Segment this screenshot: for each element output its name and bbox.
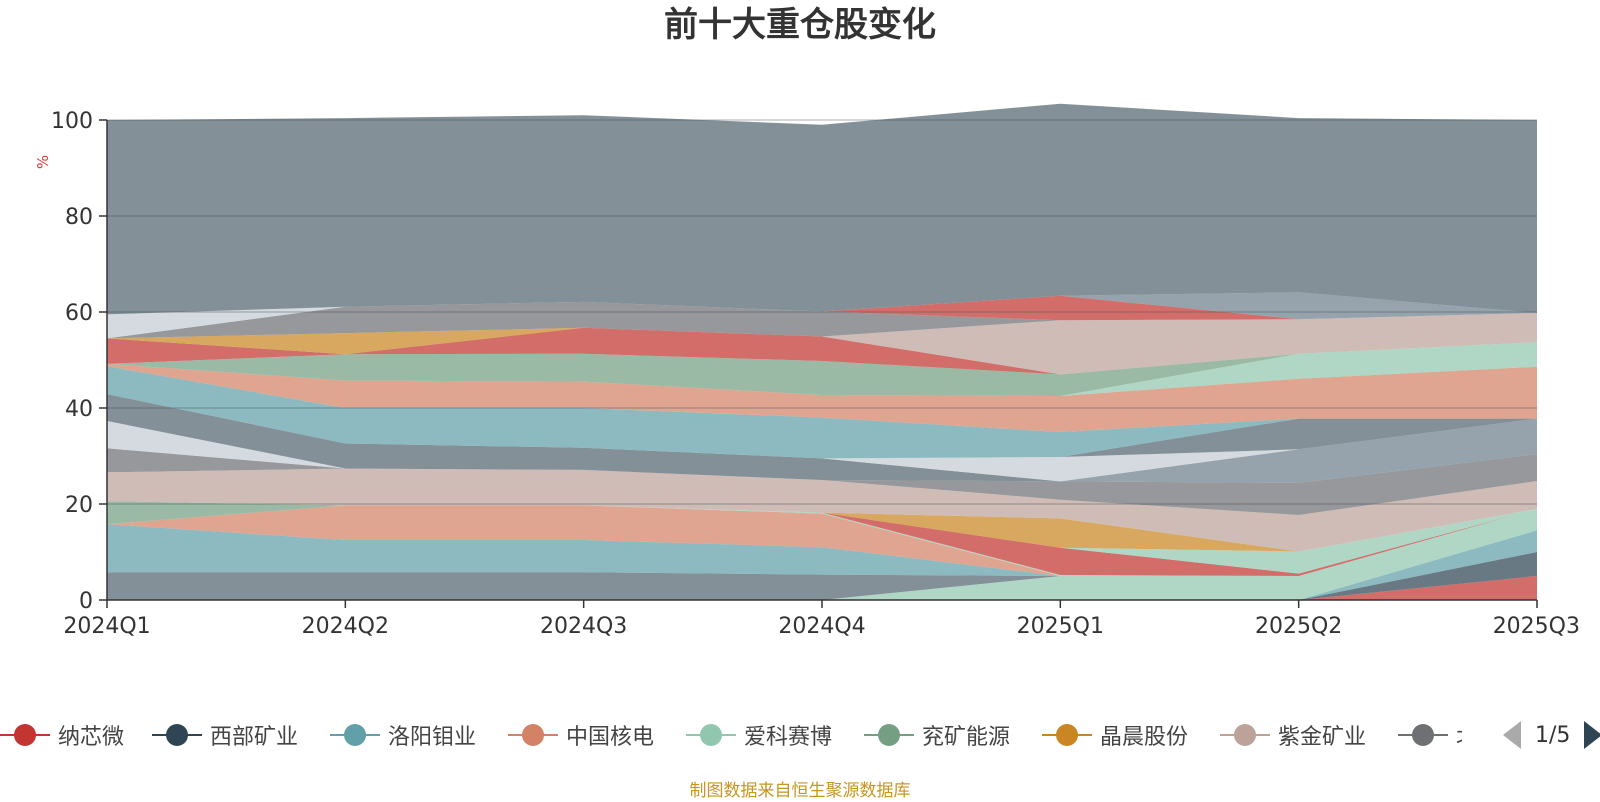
grid-layer [107, 119, 1537, 505]
x-tick-label: 2025Q1 [1017, 614, 1104, 639]
legend: 纳芯微 西部矿业 洛阳钼业 中国核电 爱科赛博 兖矿能源 晶晨股份 紫金矿业 北方华创 [0, 712, 1600, 758]
area-S24[interactable] [107, 394, 1537, 459]
legend-marker-icon [508, 712, 558, 758]
legend-item[interactable]: 纳芯微 [0, 712, 124, 758]
x-tick-label: 2025Q2 [1255, 614, 1342, 639]
y-tick-label: 60 [65, 301, 93, 326]
area-纳芯微[interactable] [107, 576, 1537, 600]
y-tick-label: 80 [65, 205, 93, 230]
chart-plot: 0 20 40 60 80 100 2024Q1 2024Q2 2024Q3 2024Q4 2025… [34, 103, 1580, 639]
legend-marker-icon [330, 712, 380, 758]
legend-marker-icon [686, 712, 736, 758]
area-S15[interactable] [107, 505, 1537, 574]
legend-label: 晶晨股份 [1100, 725, 1189, 750]
legend-item[interactable]: 洛阳钼业 [330, 712, 476, 758]
legend-marker-icon [864, 712, 914, 758]
x-tick-label: 2024Q3 [540, 614, 627, 639]
area-S19[interactable] [107, 448, 1537, 515]
area-S27[interactable] [107, 363, 1537, 432]
x-tick-label: 2024Q2 [302, 614, 389, 639]
legend-item[interactable]: 兖矿能源 [864, 712, 1010, 758]
chart-title: 前十大重仓股变化 [664, 5, 936, 45]
area-S18[interactable] [107, 468, 1537, 552]
area-S31[interactable] [107, 313, 1537, 375]
area-S30[interactable] [107, 327, 1537, 375]
legend-item[interactable]: 爱科赛博 [686, 712, 832, 758]
legend-item[interactable]: 西部矿业 [152, 712, 298, 758]
legend-marker-icon [1042, 712, 1092, 758]
area-S17[interactable] [107, 501, 1537, 552]
area-S11[interactable] [107, 508, 1537, 576]
legend-marker-icon [1220, 712, 1270, 758]
y-axis-label: % [34, 155, 52, 169]
legend-label: 爱科赛博 [744, 725, 833, 750]
legend-page-indicator: 1/5 [1535, 722, 1571, 748]
x-tick-label: 2024Q4 [778, 614, 865, 639]
area-series-layer [107, 103, 1537, 600]
legend-item[interactable]: 紫金矿业 [1220, 712, 1366, 758]
legend-label: 洛阳钼业 [388, 725, 477, 750]
x-tick-label: 2024Q1 [63, 614, 150, 639]
area-S23[interactable] [107, 394, 1537, 482]
area-S16[interactable] [107, 501, 1537, 552]
area-S32[interactable] [107, 313, 1537, 355]
area-S37[interactable] [107, 103, 1537, 315]
y-tick-label: 20 [65, 493, 93, 518]
area-S12[interactable] [107, 505, 1537, 576]
x-tick-label: 2025Q3 [1493, 614, 1580, 639]
legend-label: 紫金矿业 [1278, 725, 1367, 750]
legend-item[interactable]: 中国核电 [508, 712, 654, 758]
legend-label: 北方华创 [1456, 719, 1462, 751]
area-S28[interactable] [107, 342, 1537, 396]
legend-next-icon[interactable] [1584, 721, 1600, 749]
legend-label: 西部矿业 [210, 725, 299, 750]
legend-item[interactable]: 晶晨股份 [1042, 712, 1188, 758]
legend-label: 中国核电 [566, 725, 655, 750]
area-S21[interactable] [107, 394, 1537, 483]
legend-prev-icon[interactable] [1503, 721, 1521, 749]
source-note: 制图数据来自恒生聚源数据库 [689, 781, 911, 801]
legend-item[interactable]: 北方华创 [1398, 712, 1462, 758]
y-tick-label: 40 [65, 397, 93, 422]
legend-items: 纳芯微 西部矿业 洛阳钼业 中国核电 爱科赛博 兖矿能源 晶晨股份 紫金矿业 北方华创 [0, 712, 1462, 758]
area-S33[interactable] [107, 301, 1537, 339]
axis-layer: 0 20 40 60 80 100 2024Q1 2024Q2 2024Q3 2024Q4 2025… [51, 109, 1580, 639]
area-S34[interactable] [107, 295, 1537, 339]
area-S25[interactable] [107, 366, 1537, 459]
legend-label: 兖矿能源 [922, 725, 1011, 750]
y-tick-label: 0 [79, 589, 93, 614]
y-tick-label: 100 [51, 109, 93, 134]
area-爱科赛博[interactable] [107, 508, 1537, 600]
legend-marker-icon [1398, 712, 1448, 758]
legend-pager: 1/5 [1500, 712, 1600, 758]
legend-marker-icon [0, 712, 50, 758]
legend-marker-icon [152, 712, 202, 758]
legend-label: 纳芯微 [58, 725, 125, 750]
area-S35[interactable] [107, 292, 1537, 339]
area-S29[interactable] [107, 342, 1537, 396]
area-S10[interactable] [107, 508, 1537, 600]
